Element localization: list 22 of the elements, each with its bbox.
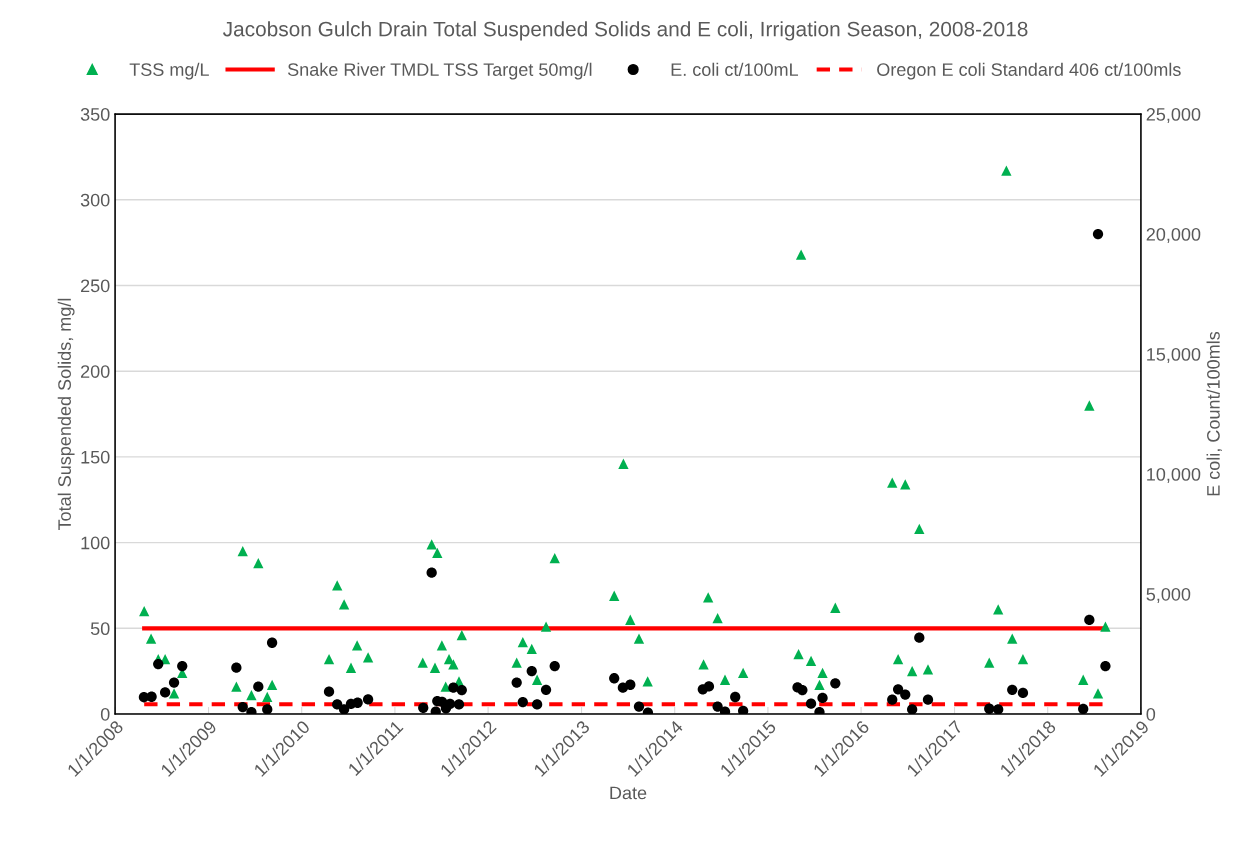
legend-label: Oregon E coli Standard 406 ct/100mls	[877, 62, 1181, 80]
x-axis-title: Date	[610, 786, 647, 800]
y2-tick-label: 20,000	[1146, 228, 1201, 243]
chart-title: Jacobson Gulch Drain Total Suspended Solids and E coli, Irrigation Season, 2008-2018	[223, 21, 1028, 41]
y-tick-label: 250	[81, 279, 110, 293]
y-tick-label: 150	[81, 450, 110, 464]
y-tick-label: 50	[90, 622, 110, 636]
legend-label: E. coli ct/100mL	[671, 62, 799, 76]
legend-label: Snake River TMDL TSS Target 50mg/l	[287, 62, 592, 80]
legend-label: TSS mg/L	[129, 62, 209, 80]
y-tick-label: 100	[81, 536, 110, 550]
y-tick-label: 300	[80, 193, 110, 207]
y2-tick-label: 5,000	[1146, 587, 1191, 603]
y2-tick-label: 0	[1146, 707, 1156, 721]
y2-tick-label: 25,000	[1146, 108, 1201, 123]
y-tick-label: 0	[100, 707, 110, 721]
y-tick-label: 200	[81, 365, 110, 378]
y-axis-title: Total Suspended Solids, mg/l	[57, 298, 75, 531]
y2-tick-label: 10,000	[1147, 467, 1201, 483]
y2-axis-title: E coli, Count/100mls	[1206, 331, 1222, 496]
y2-tick-label: 15,000	[1147, 347, 1201, 363]
y-tick-label: 350	[80, 108, 110, 121]
